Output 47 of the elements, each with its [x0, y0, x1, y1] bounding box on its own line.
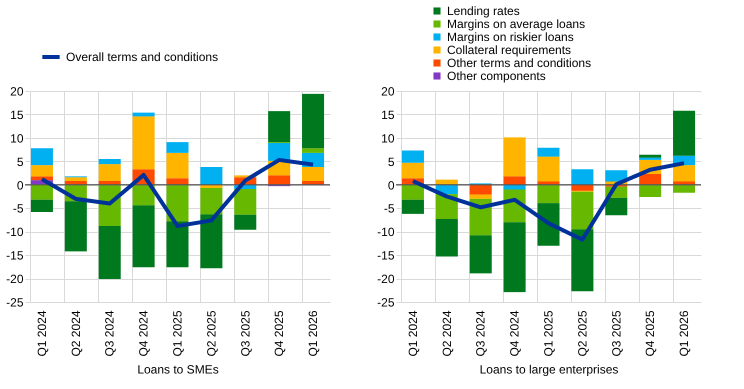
y-tick-label: 0: [388, 178, 395, 192]
y-tick-label: -5: [12, 202, 24, 216]
x-axis-title: Loans to SMEs: [137, 362, 219, 377]
x-tick-label: Q1 2024: [34, 310, 49, 357]
x-tick-label: Q1 2026: [306, 310, 320, 357]
y-tick-label: 5: [388, 154, 395, 169]
x-tick-label: Q4 2025: [643, 310, 658, 357]
y-tick-label: 20: [10, 84, 24, 98]
y-tick-label: 10: [10, 131, 24, 146]
y-tick-label: -25: [6, 296, 24, 310]
legend-label: Overall terms and conditions: [66, 50, 218, 64]
x-tick-label: Q1 2025: [170, 310, 184, 357]
x-tick-label: Q4 2025: [272, 310, 286, 357]
x-tick-label: Q2 2024: [68, 310, 83, 357]
y-tick-label: 5: [16, 154, 24, 169]
x-tick-label: Q4 2024: [136, 310, 151, 357]
legend-label: Other components: [447, 69, 546, 83]
x-tick-label: Q3 2024: [102, 310, 117, 357]
x-tick-label: Q3 2025: [238, 310, 252, 357]
y-tick-label: -5: [384, 202, 395, 216]
legend-label: Margins on average loans: [447, 17, 586, 31]
x-axis-title: Loans to large enterprises: [480, 362, 618, 377]
legend-label: Collateral requirements: [447, 43, 572, 57]
x-tick-label: Q3 2024: [474, 310, 488, 357]
y-tick-label: 0: [16, 178, 24, 192]
y-tick-label: 20: [381, 84, 395, 98]
x-tick-label: Q4 2024: [508, 310, 522, 357]
x-tick-label: Q1 2024: [406, 310, 420, 357]
x-tick-label: Q1 2026: [677, 310, 692, 357]
y-tick-label: -10: [377, 225, 395, 240]
y-tick-label: -25: [377, 296, 395, 310]
y-tick-label: -20: [377, 272, 395, 286]
x-tick-label: Q3 2025: [609, 310, 624, 357]
legend-label: Other terms and conditions: [447, 56, 592, 70]
y-tick-label: 10: [381, 131, 395, 146]
legend-label: Lending rates: [447, 4, 520, 18]
x-tick-label: Q1 2025: [542, 310, 556, 357]
y-tick-label: -15: [377, 248, 395, 263]
x-tick-label: Q2 2024: [440, 310, 454, 357]
y-tick-label: 15: [381, 108, 395, 122]
x-tick-label: Q2 2025: [575, 310, 590, 357]
y-tick-label: 15: [10, 108, 24, 122]
x-tick-label: Q2 2025: [204, 310, 218, 357]
y-tick-label: -15: [6, 248, 24, 263]
legend-label: Margins on riskier loans: [447, 30, 574, 44]
y-tick-label: -20: [6, 272, 24, 286]
y-tick-label: -10: [6, 225, 24, 240]
